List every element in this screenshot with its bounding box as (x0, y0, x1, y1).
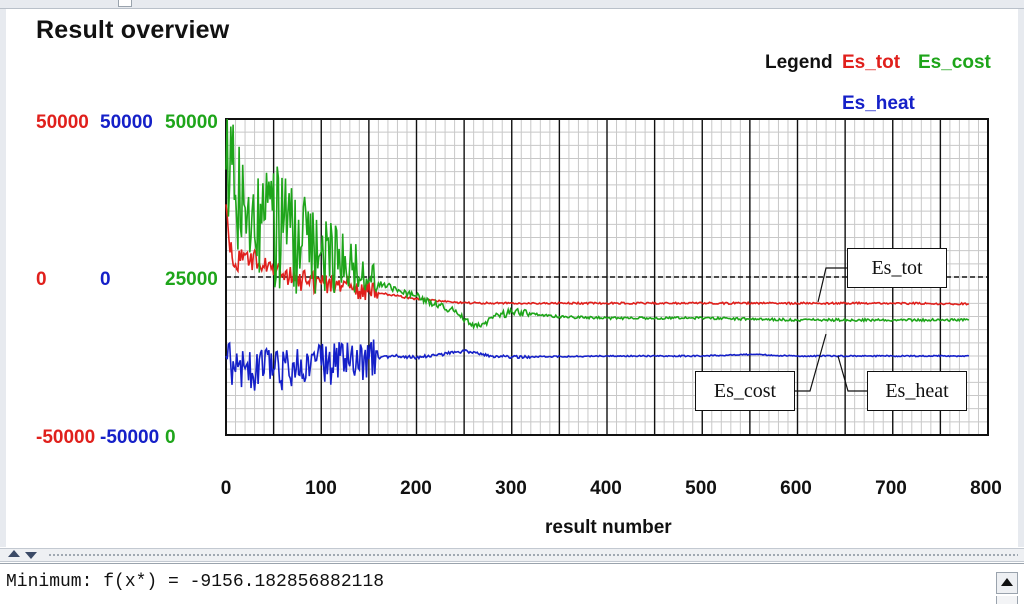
console-output[interactable]: Minimum: f(x*) = -9156.182856882118 (0, 563, 1024, 604)
blue-axis-mid-label: 0 (100, 269, 111, 290)
window-top-strip (0, 0, 1024, 9)
annotation-es-tot: Es_tot (847, 248, 947, 288)
x-axis-label: result number (545, 517, 672, 538)
x-tick-label: 100 (305, 478, 337, 499)
green-axis-mid-label: 25000 (165, 269, 218, 290)
blue-axis-top-label: 50000 (100, 112, 153, 133)
legend-item-es-tot: Es_tot (842, 52, 901, 73)
green-axis-bottom-label: 0 (165, 427, 176, 448)
x-tick-label: 800 (970, 478, 1002, 499)
scroll-up-button[interactable] (996, 572, 1018, 594)
green-axis-top-label: 50000 (165, 112, 218, 133)
arrow-up-icon (1001, 578, 1013, 586)
blue-axis-bottom-label: -50000 (100, 427, 160, 448)
annotation-leader-es-tot (817, 267, 847, 303)
legend-item-es-heat: Es_heat (842, 93, 915, 114)
x-tick-label: 600 (780, 478, 812, 499)
x-tick-label: 200 (400, 478, 432, 499)
x-tick-label: 300 (495, 478, 527, 499)
annotation-es-cost: Es_cost (695, 371, 795, 411)
x-tick-label: 0 (220, 478, 232, 499)
red-axis-top-label: 50000 (36, 112, 89, 133)
panel-splitter[interactable] (0, 548, 1024, 562)
series-line-es-cost (225, 118, 970, 331)
annotation-es-heat: Es_heat (867, 371, 967, 411)
legend-item-es-cost: Es_cost (918, 52, 991, 73)
panel-title: Result overview (36, 16, 230, 44)
splitter-grip (48, 553, 1018, 557)
x-tick-label: 500 (685, 478, 717, 499)
vertical-scrollbar[interactable] (996, 596, 1018, 604)
annotation-leader-es-cost (795, 333, 827, 392)
red-axis-bottom-label: -50000 (36, 427, 96, 448)
splitter-collapse-down-icon[interactable] (25, 552, 37, 559)
x-tick-label: 400 (590, 478, 622, 499)
series-line-es-heat (225, 339, 970, 391)
red-axis-mid-label: 0 (36, 269, 47, 290)
annotation-leader-es-heat (837, 355, 867, 392)
plot-frame (225, 118, 989, 436)
minimum-result-text: Minimum: f(x*) = -9156.182856882118 (6, 572, 385, 592)
x-tick-label: 700 (875, 478, 907, 499)
legend-label: Legend (765, 52, 833, 73)
splitter-expand-up-icon[interactable] (8, 550, 20, 557)
top-tab-handle[interactable] (118, 0, 132, 7)
